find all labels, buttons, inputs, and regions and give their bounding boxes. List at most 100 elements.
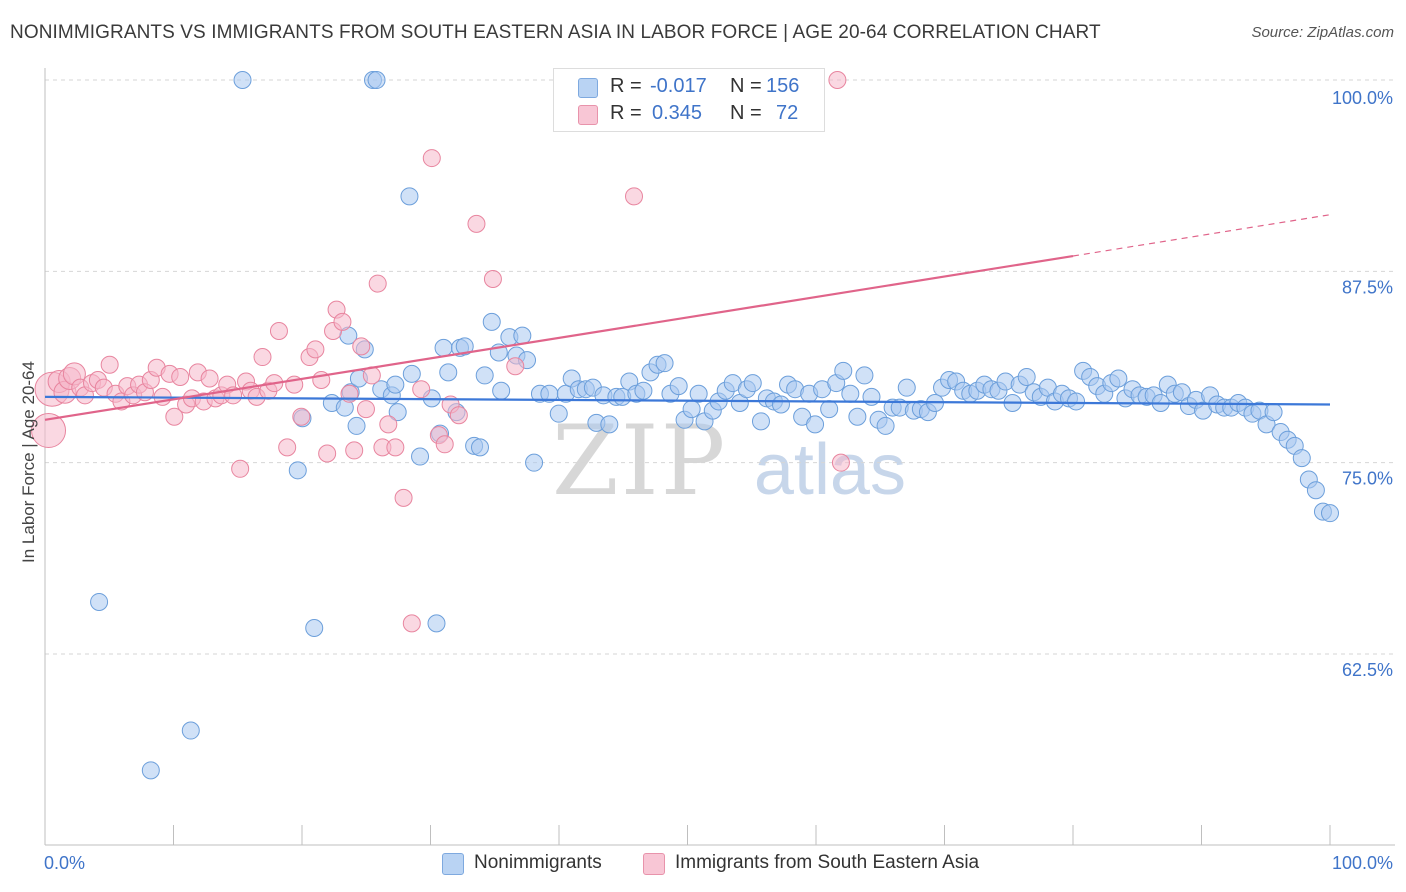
nonimmigrant-point [402,364,421,383]
nonimmigrant-point [513,326,532,345]
chart-title: NONIMMIGRANTS VS IMMIGRANTS FROM SOUTH E… [10,22,1101,43]
nonimmigrant-point [492,381,511,400]
nonimmigrant-point [897,378,916,397]
trend-line-nonimmigrants [44,395,1331,406]
x-tick-label-max: 100.0% [1332,853,1393,873]
immigrant-point [345,441,364,460]
nonimmigrant-point [411,447,430,466]
nonimmigrant-point [141,761,160,780]
immigrant-point [828,71,847,89]
nonimmigrant-point [689,384,708,403]
legend-swatch-nonimmigrants [578,78,598,98]
nonimmigrant-point [655,354,674,373]
immigrant-point [352,337,371,356]
immigrant-point [31,413,67,449]
y-axis-title: In Labor Force | Age 20-64 [19,361,38,563]
x-tick-label-min: 0.0% [44,853,85,873]
nonimmigrant-point [1292,449,1311,468]
immigrant-point [333,312,352,331]
grid-lines [45,79,1395,655]
legend-n-label: N = [730,75,762,97]
immigrant-point [379,415,398,434]
nonimmigrant-point [751,412,770,431]
immigrant-point [449,406,468,425]
immigrant-point [483,269,502,288]
nonimmigrant-point [427,614,446,633]
nonimmigrant-point [90,592,109,611]
immigrant-point [368,274,387,293]
nonimmigrant-point [482,312,501,331]
immigrant-point [292,407,311,426]
nonimmigrant-point [549,404,568,423]
y-tick-label: 100.0% [1332,88,1393,108]
nonimmigrant-point [682,400,701,419]
nonimmigrant-point [806,415,825,434]
legend-r-label: R = [610,75,642,97]
immigrant-point [278,438,297,457]
nonimmigrant-point [439,363,458,382]
immigrant-point [356,400,375,419]
y-tick-label: 62.5% [1342,660,1393,680]
immigrant-point [831,453,850,472]
axes [44,68,1395,846]
nonimmigrant-point [820,400,839,419]
source-credit: Source: ZipAtlas.com [1251,24,1394,41]
legend-r-value: -0.017 [650,75,707,97]
nonimmigrant-point [600,415,619,434]
legend-n-label: N = [730,102,762,124]
nonimmigrant-point [525,453,544,472]
immigrant-point [165,407,184,426]
immigrant-point [253,348,272,367]
immigrant-point [422,149,441,168]
legend-r-value: 0.345 [652,102,703,124]
nonimmigrant-point [388,403,407,422]
nonimmigrant-point [743,374,762,393]
nonimmigrant-point [855,366,874,385]
immigrant-point [306,340,325,359]
nonimmigrant-point [475,366,494,385]
nonimmigrant-point [841,384,860,403]
nonimmigrant-point [470,438,489,457]
nonimmigrant-point [1109,369,1128,388]
nonimmigrant-point [288,461,307,480]
nonimmigrant-point [1321,504,1339,523]
legend-n-value: 72 [776,102,799,124]
immigrant-point [269,322,288,341]
nonimmigrant-point [367,71,386,89]
immigrant-point [402,614,421,633]
legend-n-value: 156 [766,75,800,97]
nonimmigrant-point [305,618,324,637]
nonimmigrant-point [834,361,853,380]
nonimmigrant-point [181,721,200,740]
trend-line-immigrants-extrapolated [1072,214,1331,257]
nonimmigrant-point [347,416,366,435]
immigrant-point [318,444,337,463]
nonimmigrant-point [400,187,419,206]
nonimmigrant-point [876,416,895,435]
nonimmigrant-point [455,337,474,356]
nonimmigrant-point [233,71,252,89]
immigrant-point [200,369,219,388]
tick-labels: 62.5% 75.0% 87.5% 100.0% 0.0% 100.0% In Labor … [19,88,1393,873]
y-tick-label: 87.5% [1342,277,1393,297]
immigrant-point [231,459,250,478]
legend-swatch-immigrants [578,105,598,125]
nonimmigrant-point [1306,481,1325,500]
correlation-legend: R = -0.017 N = 156 R = 0.345 N = 72 [553,68,825,132]
immigrant-point [467,214,486,233]
bottom-legend-swatch-nonimmigrants [442,853,464,875]
legend-r-label: R = [610,102,642,124]
nonimmigrant-point [669,377,688,396]
immigrant-point [171,367,190,386]
nonimmigrant-point [771,395,790,414]
immigrant-point [412,380,431,399]
nonimmigrant-point [434,338,453,357]
immigrant-point [394,488,413,507]
y-tick-label: 75.0% [1342,469,1393,489]
immigrant-point [100,355,119,374]
nonimmigrant-point [848,407,867,426]
immigrant-point [435,435,454,454]
bottom-legend-swatch-immigrants [643,853,665,875]
nonimmigrant-point [1264,403,1283,422]
